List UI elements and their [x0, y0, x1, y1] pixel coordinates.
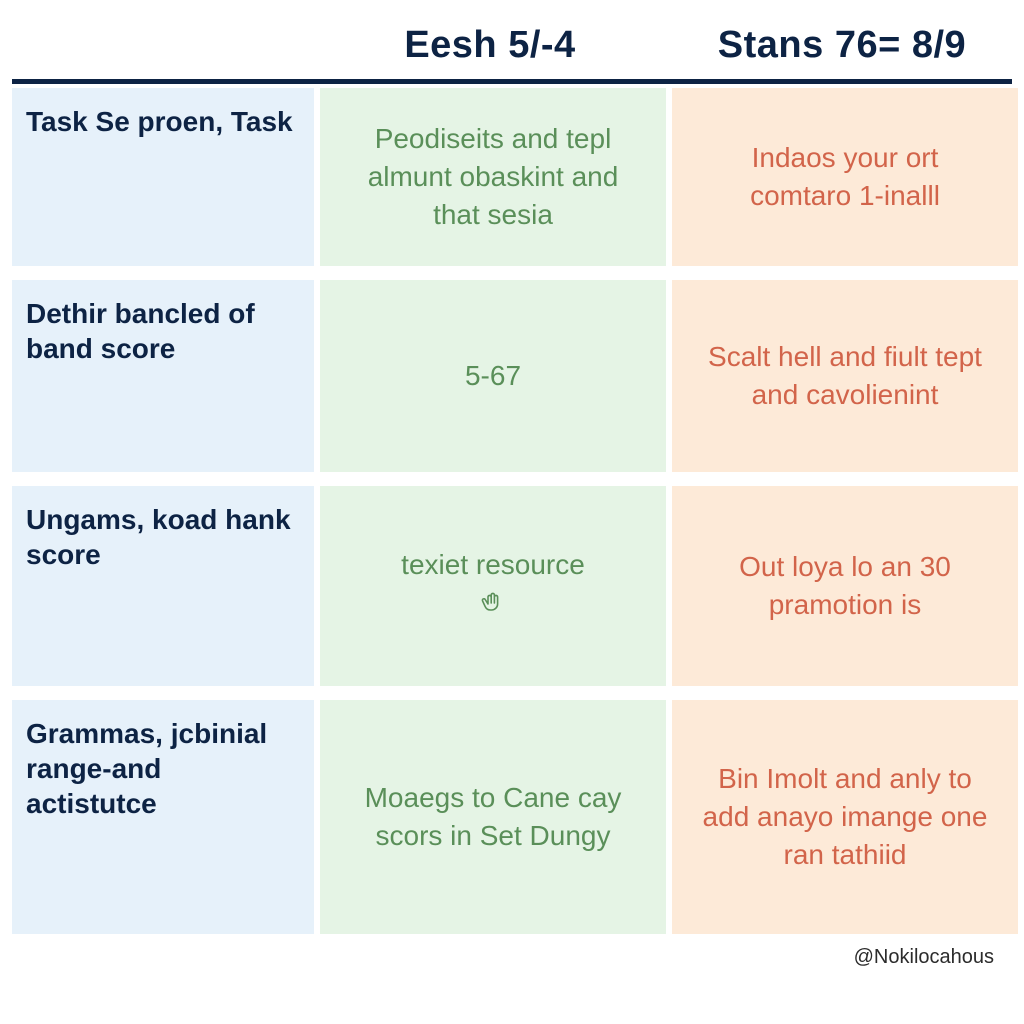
cell-text: Bin Imolt and anly to add anayo imange o… [700, 760, 990, 873]
cell-col1: 5-67 [320, 280, 666, 472]
cell-text: Moaegs to Cane cay scors in Set Dungy [348, 779, 638, 855]
cell-col2: Out loya lo an 30 pramotion is [672, 486, 1018, 686]
cell-text: Indaos your ort comtaro 1-inalll [700, 139, 990, 215]
row-label-text: Task Se proen, Task [26, 104, 293, 139]
credit-handle: @Nokilocahous [12, 946, 1012, 969]
row-label-text: Grammas, jcbinial range-and actistutce [26, 716, 296, 821]
table-row: Ungams, koad hank score texiet resource … [12, 486, 1012, 686]
cell-text: Peodiseits and tepl almunt obaskint and … [348, 120, 638, 233]
row-label-text: Dethir bancled of band score [26, 296, 296, 366]
cell-text: Out loya lo an 30 pramotion is [700, 548, 990, 624]
cell-text: Scalt hell and fiult tept and cavolienin… [700, 338, 990, 414]
table-row: Dethir bancled of band score 5-67 Scalt … [12, 280, 1012, 472]
col2-header: Stans 76= 8/9 [666, 18, 1018, 77]
cell-text: 5-67 [465, 357, 521, 395]
hand-icon [481, 590, 505, 625]
cell-col2: Bin Imolt and anly to add anayo imange o… [672, 700, 1018, 934]
table-row: Task Se proen, Task Peodiseits and tepl … [12, 88, 1012, 266]
row-label: Grammas, jcbinial range-and actistutce [12, 700, 314, 934]
cell-col2: Scalt hell and fiult tept and cavolienin… [672, 280, 1018, 472]
cell-col1: texiet resource [320, 486, 666, 686]
row-label: Task Se proen, Task [12, 88, 314, 266]
row-label: Dethir bancled of band score [12, 280, 314, 472]
row-label: Ungams, koad hank score [12, 486, 314, 686]
cell-col2: Indaos your ort comtaro 1-inalll [672, 88, 1018, 266]
row-label-text: Ungams, koad hank score [26, 502, 296, 572]
cell-col1: Peodiseits and tepl almunt obaskint and … [320, 88, 666, 266]
header-row: Eesh 5/-4 Stans 76= 8/9 [12, 18, 1012, 77]
comparison-table: Eesh 5/-4 Stans 76= 8/9 Task Se proen, T… [0, 0, 1024, 969]
cell-col1: Moaegs to Cane cay scors in Set Dungy [320, 700, 666, 934]
col1-header: Eesh 5/-4 [314, 18, 666, 77]
header-rule [12, 79, 1012, 84]
table-row: Grammas, jcbinial range-and actistutce M… [12, 700, 1012, 934]
cell-text: texiet resource [401, 546, 585, 584]
